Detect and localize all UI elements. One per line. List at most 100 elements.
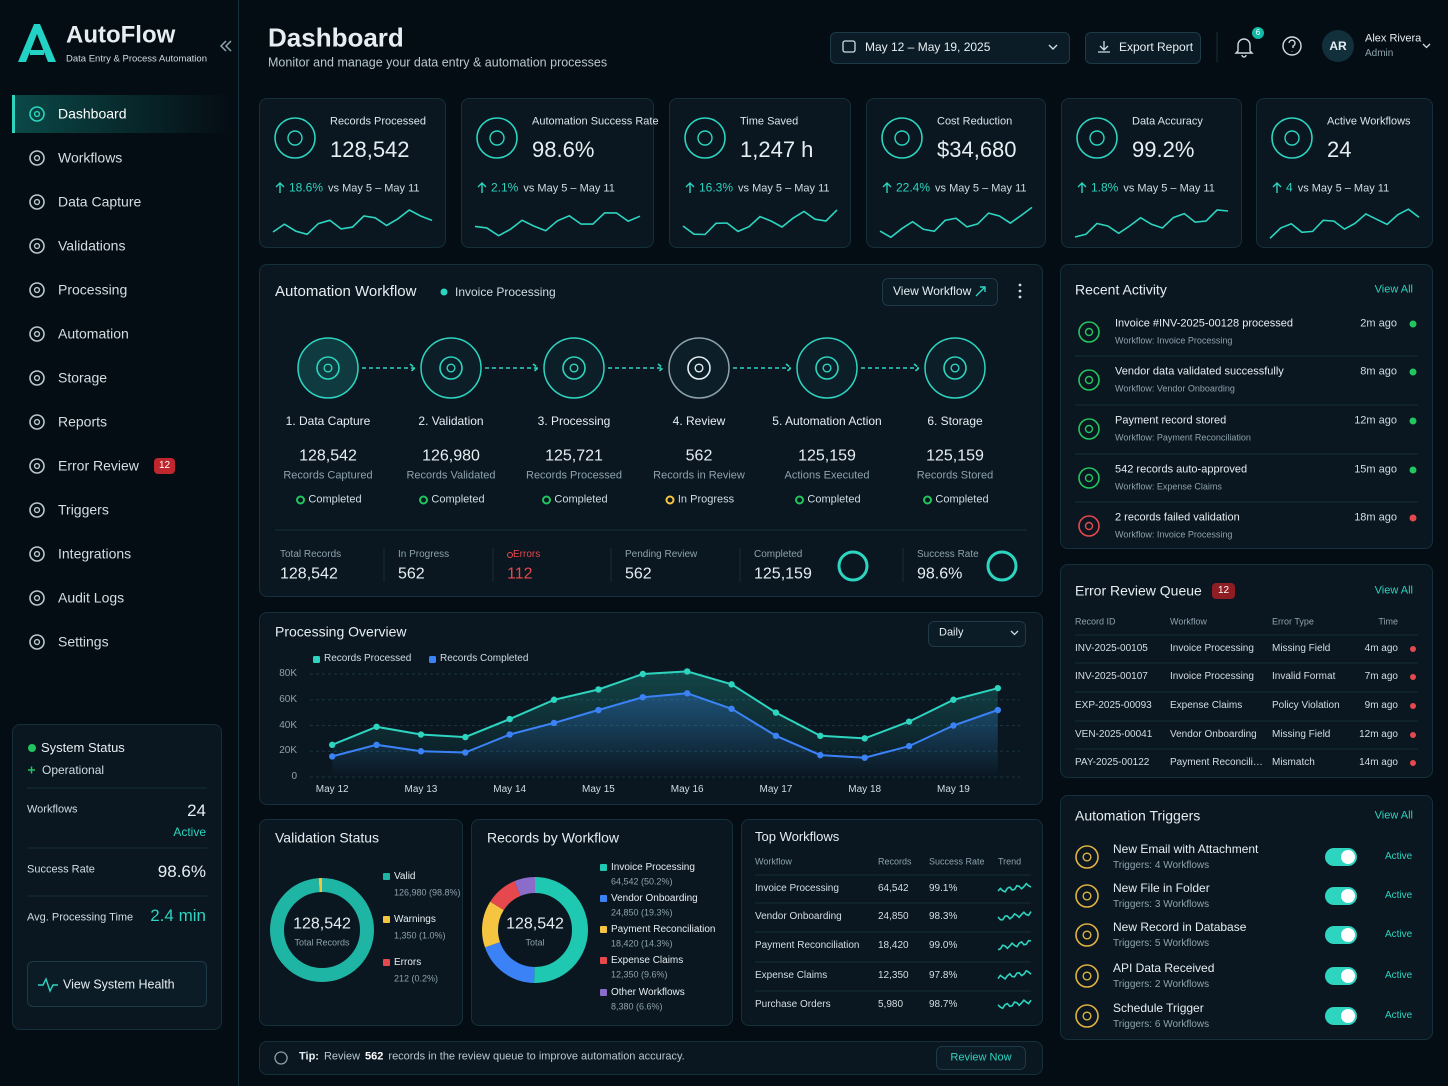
activity-workflow: Workflow: Payment Reconciliation [1115,432,1251,443]
processing-overview-panel [259,612,1043,805]
period-label: Daily [939,626,964,639]
page-title: Dashboard [268,22,404,53]
nav-item[interactable]: Triggers [58,501,109,518]
trigger-state: Active [1385,929,1413,940]
date-picker[interactable] [830,32,1070,64]
legend-value: 212 (0.2%) [394,973,439,984]
y-tick-label: 40K [279,719,297,731]
summary-label: Success Rate [917,549,979,560]
kpi-label: Data Accuracy [1132,115,1203,128]
step-status: Completed [554,493,608,506]
table-cell: 24,850 [878,911,909,922]
nav-item[interactable]: Processing [58,281,128,298]
nav-item[interactable]: Audit Logs [58,589,125,606]
x-tick-label: May 13 [404,784,438,795]
kpi-label: Time Saved [740,115,799,128]
trigger-state: Active [1385,1010,1413,1021]
kpi-label: Automation Success Rate [532,115,659,128]
step-status: Completed [807,493,861,506]
view-all-link[interactable]: View All [1374,283,1413,296]
activity-workflow: Workflow: Expense Claims [1115,481,1222,492]
icon-dot [33,330,41,338]
x-tick-label: May 19 [937,784,970,795]
text: vs May 5 – May 11 [523,182,615,195]
y-tick-label: 80K [279,668,297,679]
table-cell: Missing Field [1272,643,1331,654]
legend-label: Errors [394,957,422,968]
icon [29,590,45,606]
icon-dot [33,154,41,162]
table-cell: 99.0% [929,940,958,951]
column-header: Records [878,856,912,867]
table-cell: VEN-2025-00041 [1075,729,1153,740]
activity-time: 15m ago [1354,463,1397,476]
nav-item[interactable]: Automation [58,325,129,342]
icon-dot [33,550,41,558]
workflow-tag: Invoice Processing [455,284,556,299]
icon [29,238,45,254]
icon-dot [33,638,41,646]
activity-title: Vendor data validated successfully [1115,365,1284,378]
panel-title: Error Review Queue [1075,582,1202,599]
x-tick-label: May 18 [848,784,882,795]
nav-item[interactable]: Error Review [58,457,139,474]
workflow-panel [259,264,1043,597]
table-cell: Invoice Processing [755,883,839,894]
kpi-label: Active Workflows [1327,115,1411,128]
text: vs May 5 – May 11 [738,182,830,195]
step-status: Completed [431,493,485,506]
activity-time: 12m ago [1354,414,1397,427]
nav-item[interactable]: Dashboard [58,105,127,122]
status-note: Active [173,824,206,839]
step-value: 125,721 [545,447,603,465]
text: 1.8% [1091,180,1119,195]
trigger-name: API Data Received [1113,960,1215,975]
summary-label: Pending Review [625,549,698,560]
nav-item[interactable]: Settings [58,633,109,650]
view-all-link[interactable]: View All [1374,584,1413,597]
activity-workflow: Workflow: Invoice Processing [1115,529,1233,540]
bell-icon [1234,38,1254,58]
notification-count: 6 [1255,28,1261,38]
nav-item[interactable]: Reports [58,413,108,430]
status-label: Avg. Processing Time [27,911,134,924]
button-label: Review Now [950,1051,1012,1064]
nav-item[interactable]: Data Capture [58,193,142,210]
review-now-button[interactable] [936,1046,1026,1070]
step-label: 5. Automation Action [772,413,882,428]
text: 4 [1286,180,1293,195]
legend-label: Vendor Onboarding [611,893,698,904]
collapse-icon [219,40,232,52]
page-subtitle: Monitor and manage your data entry & aut… [268,55,608,70]
panel-title: Recent Activity [1075,281,1167,298]
summary-value: 112 [507,565,533,583]
table-cell: 4m ago [1364,643,1398,654]
period-dropdown[interactable] [928,621,1026,647]
top-workflows-panel [741,819,1043,1026]
table-cell: Purchase Orders [755,999,831,1010]
view-all-link[interactable]: View All [1374,809,1413,822]
y-tick-label: 60K [279,693,297,705]
icon-dot [33,198,41,206]
nav-item[interactable]: Integrations [58,545,132,562]
date-range: May 12 – May 19, 2025 [865,39,991,54]
kpi-change: 4 vs May 5 – May 11 [1286,180,1389,195]
table-cell: 99.1% [929,883,958,894]
legend-value: 12,350 (9.6%) [611,969,668,980]
icon-dot [33,242,41,250]
x-tick-label: May 16 [670,784,704,795]
donut-center-label: Total [525,937,545,948]
column-header: Error Type [1272,616,1314,627]
nav-item[interactable]: Workflows [58,149,123,166]
kpi-value: 1,247 h [740,136,814,162]
column-header: Workflow [1170,616,1207,627]
step-status: Completed [308,493,362,506]
nav-item[interactable]: Storage [58,369,108,386]
table-cell: Policy Violation [1272,700,1340,711]
recent-activity-panel [1060,264,1433,549]
status-value: 24 [187,800,206,820]
table-cell: 7m ago [1364,671,1398,682]
text: vs May 5 – May 11 [935,182,1027,195]
nav-item[interactable]: Validations [58,237,126,254]
